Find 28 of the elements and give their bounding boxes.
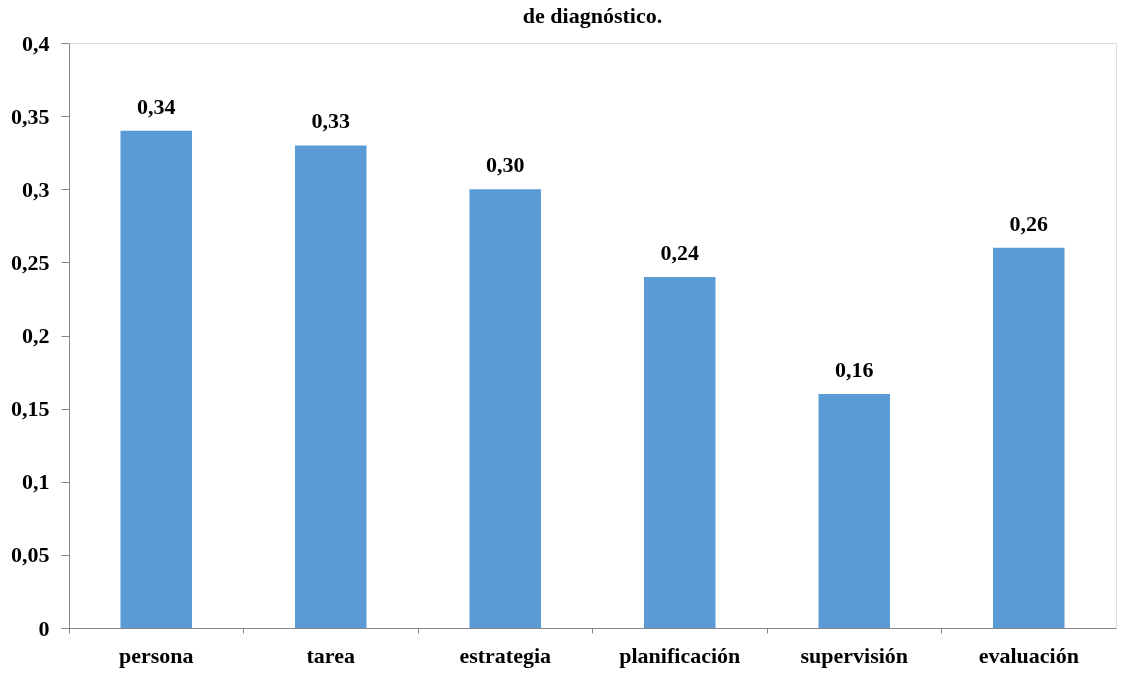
- x-tick-label: tarea: [306, 642, 355, 668]
- bar: [469, 189, 542, 628]
- y-tick-label: 0,35: [11, 103, 50, 129]
- y-tick-label: 0,2: [22, 323, 50, 348]
- x-tick-label: planificación: [619, 642, 741, 668]
- data-label: 0,24: [660, 240, 699, 265]
- data-label: 0,33: [311, 108, 350, 134]
- bar: [643, 277, 716, 628]
- bar: [294, 145, 367, 628]
- y-tick-label: 0,05: [11, 542, 50, 568]
- bar: [992, 247, 1065, 628]
- data-label: 0,30: [486, 152, 525, 178]
- x-tick-label: estrategia: [459, 642, 552, 668]
- y-tick-label: 0,3: [22, 176, 50, 202]
- chart-title: de diagnóstico.: [522, 3, 663, 28]
- x-tick-label: supervisión: [800, 642, 909, 668]
- x-tick-label: evaluación: [978, 642, 1079, 668]
- data-label: 0,16: [835, 357, 874, 382]
- y-tick-label: 0,4: [22, 30, 50, 56]
- y-tick-label: 0,1: [22, 469, 50, 495]
- y-tick-label: 0: [38, 615, 50, 641]
- y-tick-label: 0,15: [11, 396, 50, 422]
- bar: [120, 130, 193, 628]
- data-label: 0,26: [1009, 210, 1048, 236]
- data-label: 0,34: [137, 93, 176, 119]
- bar: [818, 394, 891, 628]
- y-tick-label: 0,25: [11, 249, 50, 275]
- x-tick-label: persona: [118, 642, 194, 668]
